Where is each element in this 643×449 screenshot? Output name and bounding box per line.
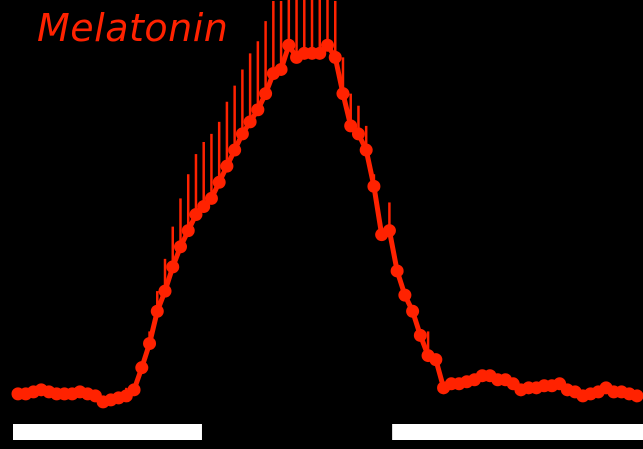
data-point [328, 50, 342, 64]
data-point [429, 353, 443, 367]
data-point [166, 260, 180, 274]
data-point [359, 143, 373, 157]
data-point [158, 284, 172, 298]
data-point [282, 38, 296, 52]
data-point [181, 224, 195, 238]
data-point [197, 199, 211, 213]
data-point [630, 389, 643, 403]
data-point [135, 361, 149, 375]
data-point [313, 46, 327, 60]
data-point [251, 103, 265, 117]
data-point [274, 62, 288, 76]
light-bars [13, 424, 643, 440]
data-point [398, 288, 412, 302]
data-point [143, 336, 157, 350]
data-point [259, 87, 273, 101]
data-point [150, 304, 164, 318]
data-point [235, 127, 249, 141]
data-point [228, 143, 242, 157]
data-point [127, 383, 141, 397]
data-point [367, 179, 381, 193]
data-point [173, 240, 187, 254]
data-point [336, 87, 350, 101]
data-point [351, 127, 365, 141]
data-point [390, 264, 404, 278]
data-point [204, 191, 218, 205]
light-bar-1 [13, 424, 202, 440]
data-point [406, 304, 420, 318]
data-point [413, 328, 427, 342]
data-point [220, 159, 234, 173]
data-point [344, 119, 358, 133]
data-point [243, 115, 257, 129]
data-point [189, 208, 203, 222]
data-point [321, 38, 334, 52]
chart-title: Melatonin [37, 6, 228, 50]
data-points [11, 38, 643, 409]
light-bar-2 [392, 424, 643, 440]
data-point [382, 224, 396, 238]
data-point [212, 175, 226, 189]
